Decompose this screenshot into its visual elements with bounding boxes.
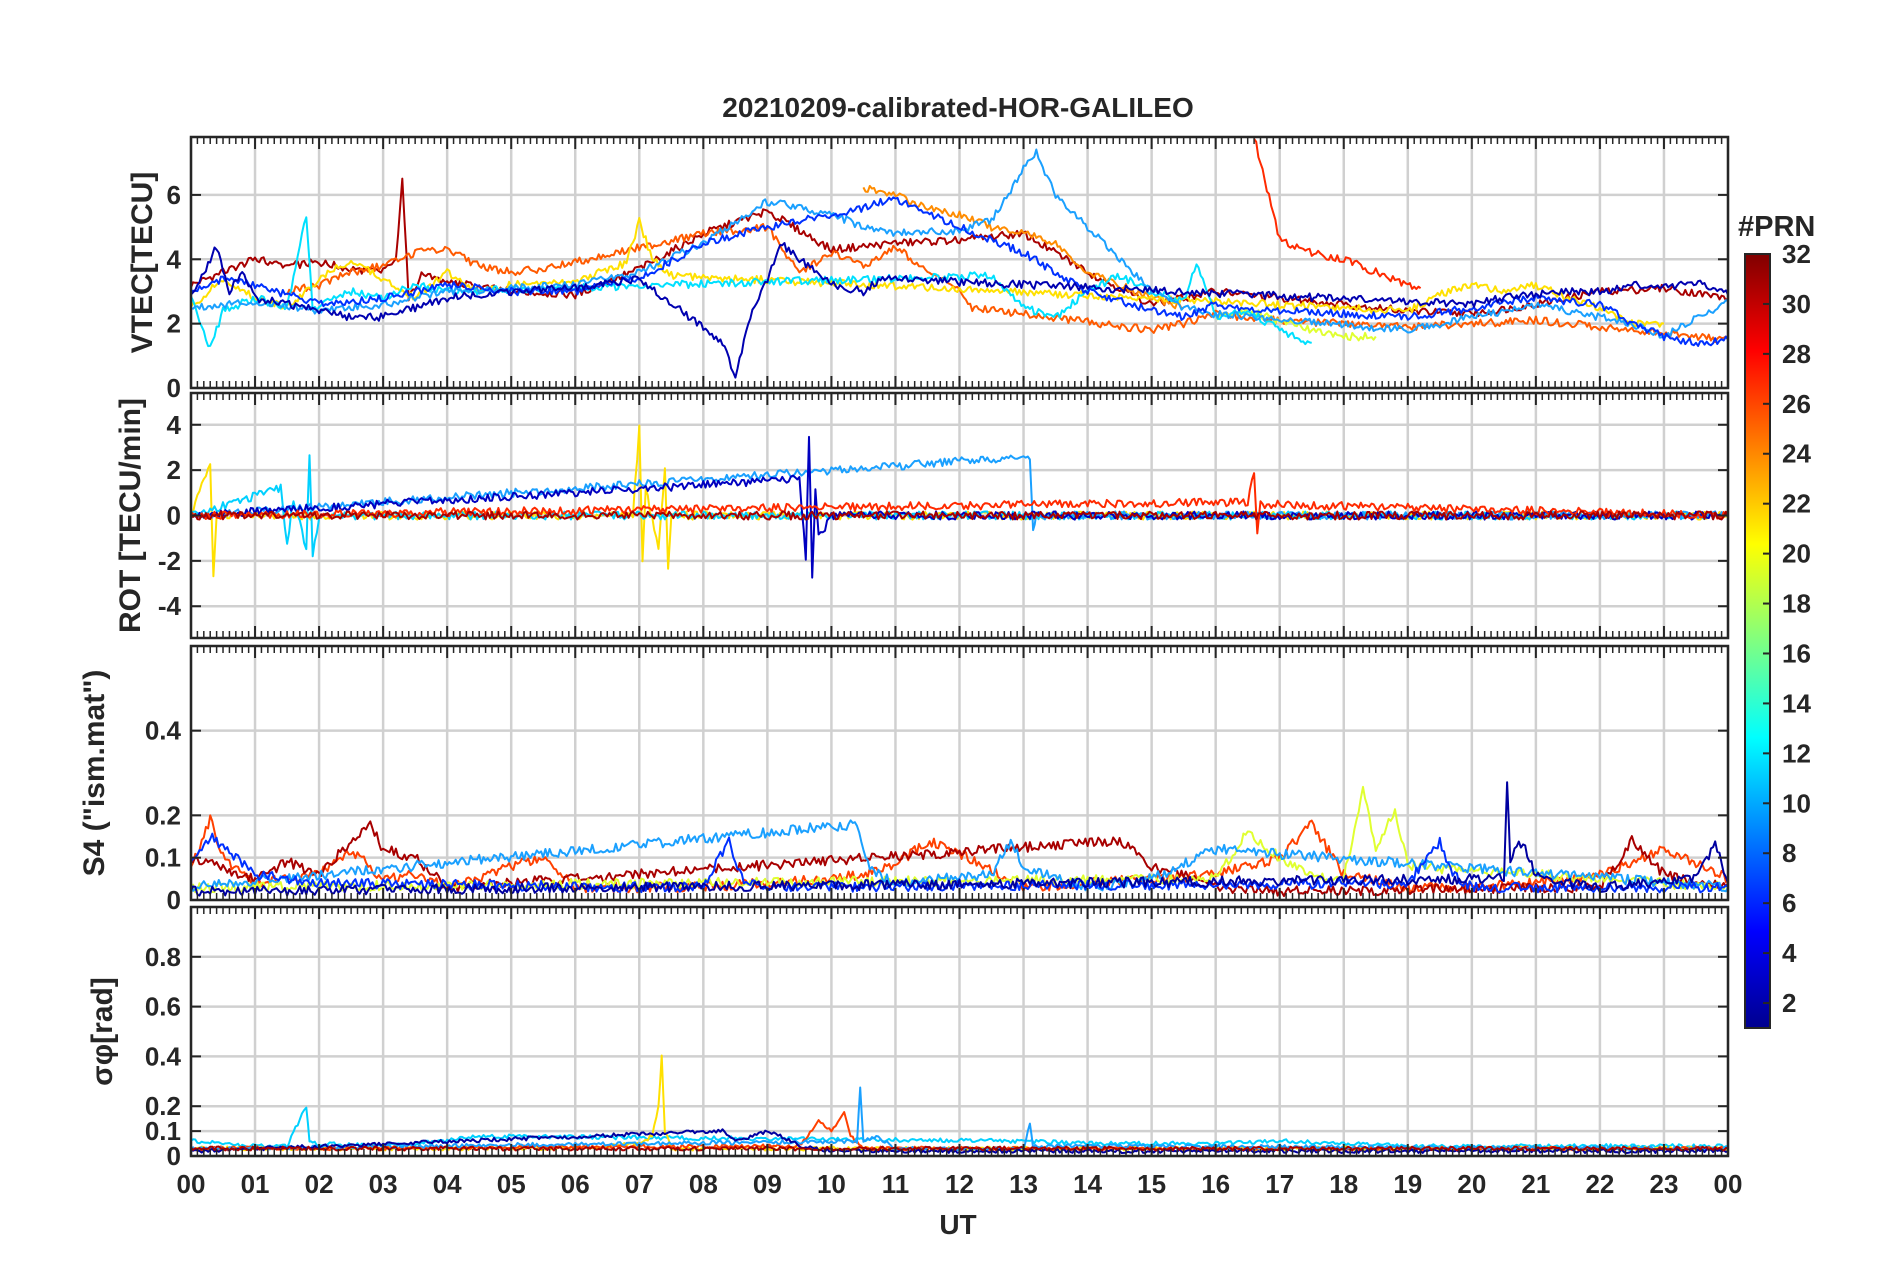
colorbar-tick-label: 24: [1782, 439, 1811, 469]
x-tick-label: 11: [882, 1169, 910, 1199]
series-line-1-5: [190, 510, 1729, 521]
colorbar-tick-label: 4: [1782, 938, 1797, 968]
y-tick-label: -2: [158, 546, 181, 576]
s4-y-tick-labels: 0 0.1 0.2 0.4: [145, 716, 182, 915]
x-tick-labels: 00 01 02 03 04 05 06 07 08 09 10 11 12 13 14 15 16 17 18 19…: [177, 1169, 1743, 1199]
colorbar-tick-label: 2: [1782, 988, 1796, 1018]
y-tick-label: -4: [158, 591, 182, 621]
x-tick-label: 21: [1521, 1169, 1550, 1199]
series-line-0-1: [1253, 138, 1422, 290]
colorbar-gradient: [1744, 253, 1771, 1029]
x-tick-label: 17: [1265, 1169, 1294, 1199]
x-tick-label: 18: [1329, 1169, 1358, 1199]
x-axis-label: UT: [939, 1209, 976, 1240]
series-line-0-9: [190, 242, 1729, 379]
colorbar-tick-label: 12: [1782, 738, 1811, 768]
rot-ylabel: ROT [TECU/min]: [114, 398, 147, 633]
colorbar-tick-label: 20: [1782, 539, 1811, 569]
y-tick-label: 0.1: [145, 843, 181, 873]
y-tick-label: 0.6: [145, 992, 181, 1022]
vtec-ylabel: VTEC[TECU]: [126, 172, 159, 354]
y-tick-label: 0.4: [145, 716, 182, 746]
y-tick-label: 0.2: [145, 1091, 181, 1121]
colorbar-tick-label: 26: [1782, 389, 1811, 419]
vtec-y-tick-labels: 0 2 4 6: [167, 180, 182, 403]
x-tick-label: 04: [433, 1169, 462, 1199]
x-tick-label: 08: [689, 1169, 718, 1199]
y-tick-label: 0: [167, 501, 181, 531]
colorbar-tick-label: 28: [1782, 339, 1811, 369]
y-tick-label: 2: [167, 309, 181, 339]
x-tick-label: 12: [945, 1169, 974, 1199]
y-tick-label: 0.4: [145, 1041, 182, 1071]
x-tick-label: 10: [817, 1169, 846, 1199]
s4-ticks: [190, 646, 1729, 901]
y-tick-label: 6: [167, 180, 181, 210]
vtec-grid: [189, 137, 1730, 390]
colorbar-tick-label: 14: [1782, 688, 1811, 718]
x-tick-label: 05: [497, 1169, 526, 1199]
x-tick-label: 23: [1649, 1169, 1678, 1199]
panel-vtec: 0 2 4 6 VTEC[TECU]: [126, 135, 1730, 403]
vtec-series: [190, 138, 1729, 379]
x-tick-label: 22: [1585, 1169, 1614, 1199]
x-tick-label: 00: [1714, 1169, 1743, 1199]
series-line-0-7: [190, 148, 1729, 339]
y-tick-label: 4: [167, 410, 182, 440]
chart-title: 20210209-calibrated-HOR-GALILEO: [722, 92, 1194, 123]
rot-series: [190, 424, 1729, 579]
y-tick-label: 0: [167, 1141, 181, 1171]
colorbar-tick-label: 30: [1782, 289, 1811, 319]
panel-rot: -4 -2 0 2 4 ROT [TECU/min]: [114, 391, 1730, 640]
panel-s4: 0 0.1 0.2 0.4 S4 ("ism.mat"): [78, 644, 1730, 915]
series-line-2-3: [190, 819, 1729, 893]
rot-ticks: [190, 393, 1729, 638]
series-line-2-4: [190, 832, 1729, 894]
colorbar-tick-label: 22: [1782, 489, 1811, 519]
panel-sigma-phi: 00.10.2 0.4 0.6 0.8 σφ[rad]: [86, 905, 1730, 1171]
sigma-phi-ticks: [190, 907, 1729, 1157]
x-tick-label: 16: [1201, 1169, 1230, 1199]
x-tick-label: 02: [305, 1169, 334, 1199]
series-line-0-2: [286, 223, 1729, 344]
y-tick-label: 0.1: [145, 1116, 181, 1146]
colorbar-tick-label: 8: [1782, 838, 1796, 868]
s4-ylabel: S4 ("ism.mat"): [78, 670, 111, 877]
colorbar-tick-label: 6: [1782, 888, 1796, 918]
x-tick-label: 09: [753, 1169, 782, 1199]
y-tick-label: 0.2: [145, 800, 181, 830]
colorbar-tick-label: 10: [1782, 788, 1811, 818]
sigma-phi-ylabel: σφ[rad]: [86, 977, 119, 1086]
y-tick-label: 2: [167, 455, 181, 485]
sigma-phi-y-tick-labels: 00.10.2 0.4 0.6 0.8: [145, 942, 182, 1171]
rot-y-tick-labels: -4 -2 0 2 4: [158, 410, 182, 621]
y-tick-label: 0.8: [145, 942, 181, 972]
y-tick-label: 4: [167, 244, 182, 274]
colorbar-label: #PRN: [1738, 211, 1815, 243]
series-line-0-8: [190, 196, 1729, 347]
x-tick-label: 01: [241, 1169, 270, 1199]
y-tick-label: 0: [167, 373, 181, 403]
series-line-0-0: [190, 177, 1729, 319]
colorbar-tick-label: 32: [1782, 239, 1811, 269]
x-tick-label: 06: [561, 1169, 590, 1199]
colorbar-tick-label: 16: [1782, 638, 1811, 668]
x-tick-label: 07: [625, 1169, 654, 1199]
x-tick-label: 03: [369, 1169, 398, 1199]
vtec-ticks: [190, 137, 1729, 389]
x-tick-label: 19: [1393, 1169, 1422, 1199]
y-tick-label: 0: [167, 885, 181, 915]
x-tick-label: 15: [1137, 1169, 1166, 1199]
x-tick-label: 20: [1457, 1169, 1486, 1199]
x-tick-label: 14: [1073, 1169, 1102, 1199]
x-tick-label: 00: [177, 1169, 206, 1199]
x-tick-label: 13: [1009, 1169, 1038, 1199]
colorbar-tick-label: 18: [1782, 589, 1811, 619]
sigma-phi-grid: [189, 907, 1730, 1158]
